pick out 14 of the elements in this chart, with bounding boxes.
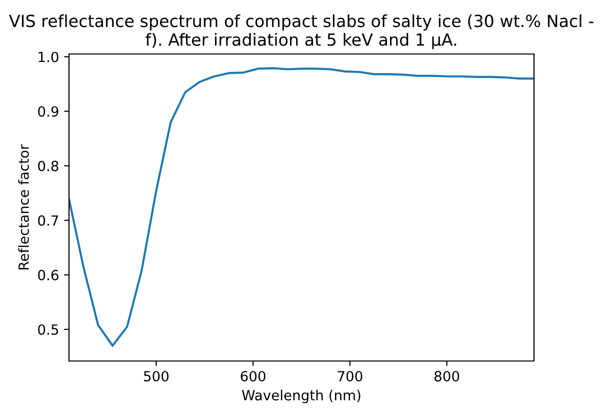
x-tick-label: 800	[434, 370, 460, 382]
x-tick-label: 500	[144, 370, 169, 382]
line-series	[69, 67, 534, 347]
x-tick-label: 600	[240, 370, 266, 382]
y-tick-label: 0.5	[38, 324, 58, 335]
x-axis-title: Wavelength (nm)	[242, 390, 360, 404]
y-tick-label: 0.9	[38, 106, 58, 117]
y-axis-title: Reflectance factor	[18, 144, 29, 270]
y-tick-label: 0.7	[38, 215, 58, 226]
chart-title: VIS reflectance spectrum of compact slabs of salty ice (30 wt.% Nacl - f). After irradiation at 5 keV and 1 µA.	[9, 14, 594, 50]
y-tick-label: 0.6	[38, 270, 58, 280]
x-tick-label: 700	[338, 370, 362, 382]
y-tick-label: 1.0	[38, 52, 58, 62]
y-tick-label: 0.8	[38, 160, 58, 172]
